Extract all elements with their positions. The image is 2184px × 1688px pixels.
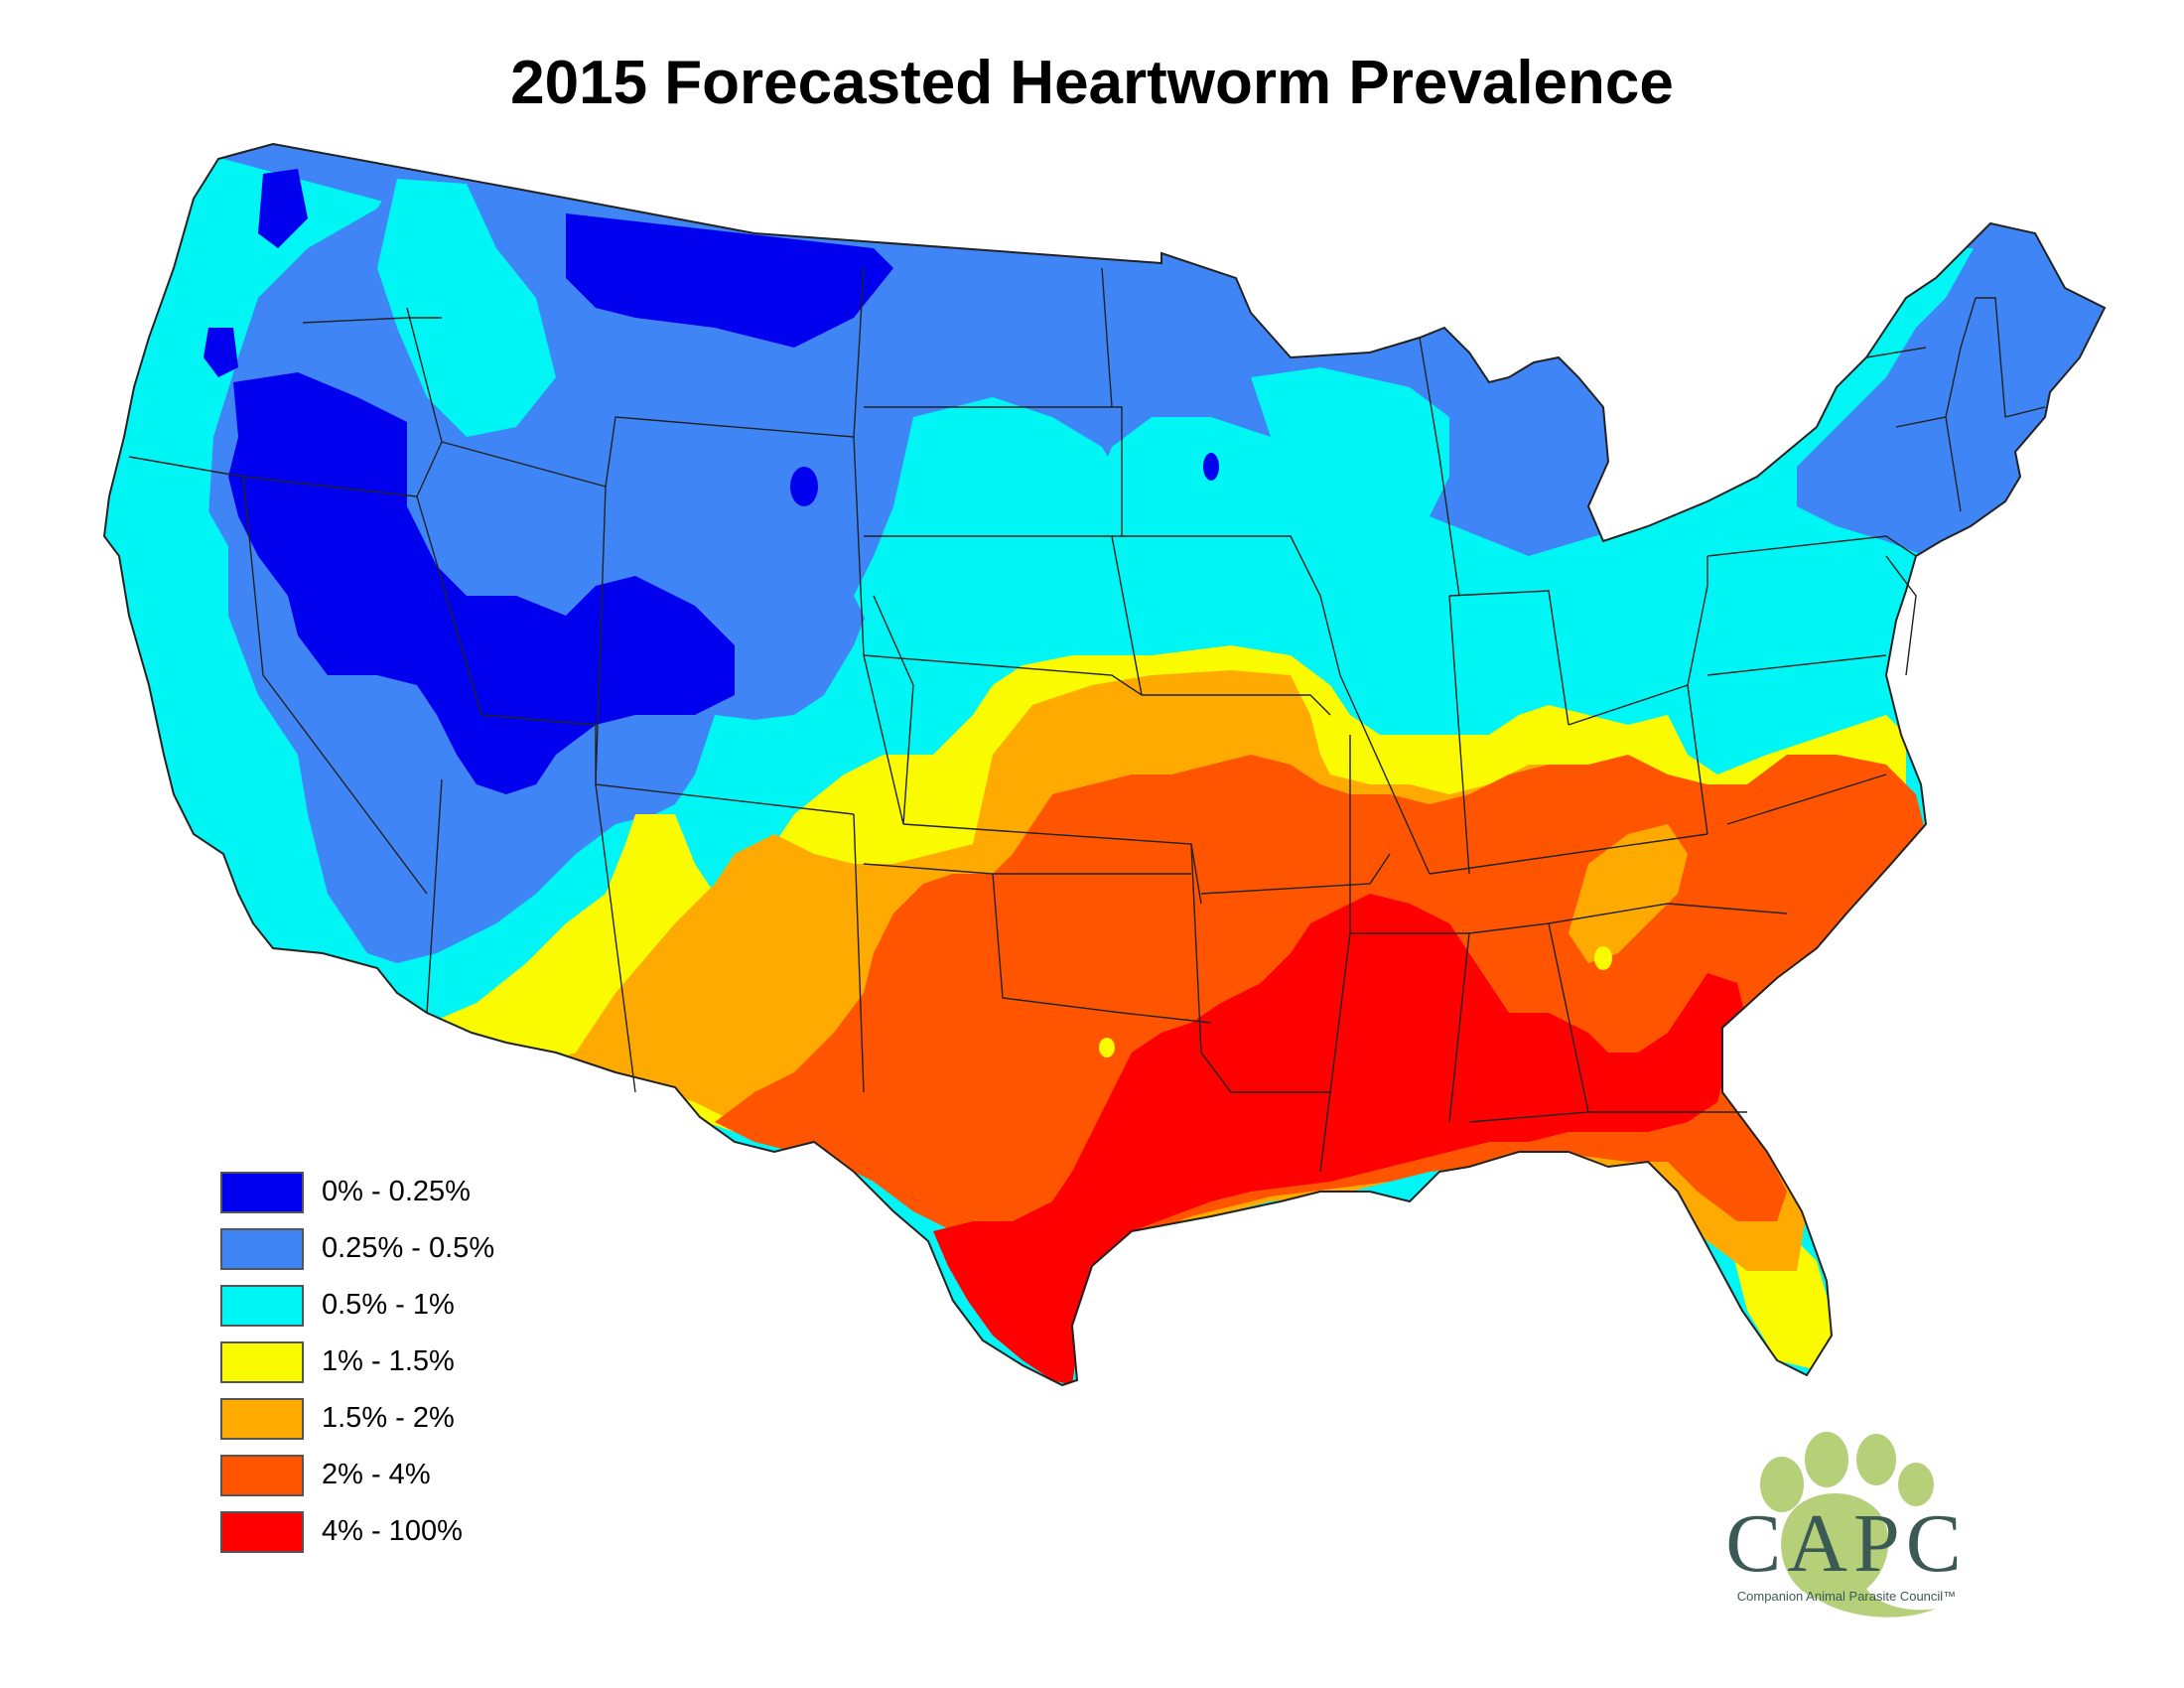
legend-swatch: [220, 1284, 304, 1327]
map-title: 2015 Forecasted Heartworm Prevalence: [510, 49, 1674, 117]
zone-0-0.25-dot-dakota: [790, 467, 818, 506]
paw-print-icon: [1760, 1432, 1936, 1618]
legend-swatch: [220, 1510, 304, 1553]
zone-0-0.25-montana: [566, 213, 893, 348]
legend-item: 2% - 4%: [220, 1447, 494, 1503]
legend-label: 0% - 0.25%: [322, 1176, 471, 1207]
legend-item: 1% - 1.5%: [220, 1334, 494, 1390]
legend-item: 1.5% - 2%: [220, 1390, 494, 1447]
legend-swatch: [220, 1454, 304, 1496]
legend-swatch: [220, 1171, 304, 1213]
logo-tagline: Companion Animal Parasite Council™: [1736, 1589, 1957, 1604]
zone-0.5-1-idaho: [377, 179, 556, 437]
zone-0.5-1-plains: [854, 397, 1410, 695]
legend-item: 0.5% - 1%: [220, 1277, 494, 1334]
legend-label: 2% - 4%: [322, 1459, 431, 1490]
state-borders: [128, 267, 2046, 1173]
zone-1.5-2-appalachia: [1569, 824, 1688, 963]
legend-label: 0.5% - 1%: [322, 1289, 455, 1321]
zone-0.5-1-great-lakes: [1251, 367, 1449, 516]
capc-logo: CAPC Companion Animal Parasite Council™: [1678, 1430, 2015, 1618]
legend-item: 4% - 100%: [220, 1503, 494, 1560]
legend-label: 1% - 1.5%: [322, 1345, 455, 1377]
legend-item: 0.25% - 0.5%: [220, 1220, 494, 1277]
legend-swatch: [220, 1397, 304, 1440]
zone-0-0.25-washington: [258, 169, 308, 248]
legend-label: 1.5% - 2%: [322, 1402, 455, 1434]
zone-0-0.25-dot-minnesota: [1203, 453, 1219, 481]
legend-label: 4% - 100%: [322, 1515, 463, 1547]
zone-1-1.5-dot-georgia: [1594, 946, 1612, 970]
legend-label: 0.25% - 0.5%: [322, 1232, 495, 1264]
logo-wordmark: CAPC: [1725, 1497, 1968, 1590]
legend: 0% - 0.25% 0.25% - 0.5% 0.5% - 1% 1% - 1.5%…: [220, 1164, 494, 1560]
legend-swatch: [220, 1340, 304, 1383]
zone-4-100-main: [933, 894, 1747, 1385]
legend-item: 0% - 0.25%: [220, 1164, 494, 1220]
zone-1-1.5-dot-texas: [1099, 1038, 1115, 1057]
legend-swatch: [220, 1227, 304, 1270]
zone-0-0.25-great-basin: [228, 372, 735, 794]
zone-0-0.25-cascades: [204, 328, 238, 377]
